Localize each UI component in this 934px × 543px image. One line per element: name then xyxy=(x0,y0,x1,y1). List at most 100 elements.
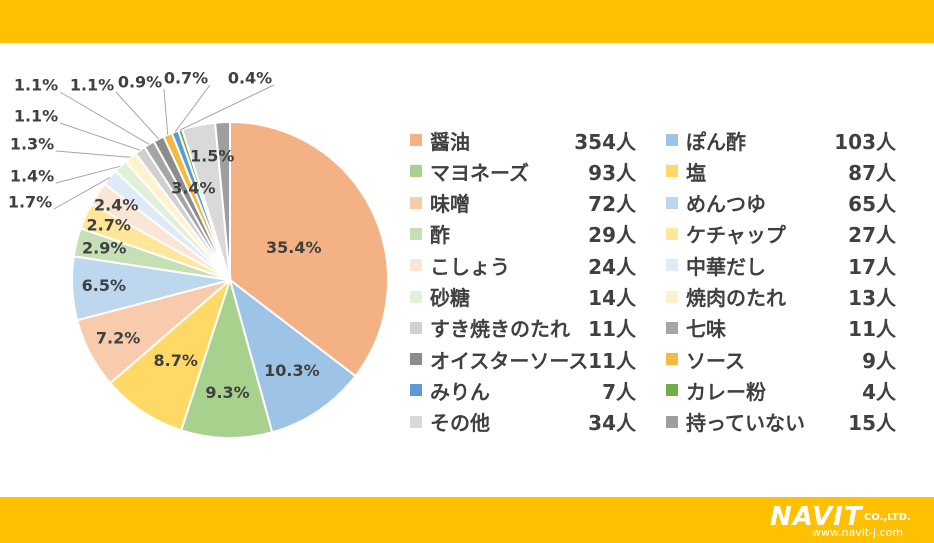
leader-line xyxy=(163,88,169,135)
leader-line xyxy=(55,165,121,184)
leader-line xyxy=(55,150,131,158)
pie-slice xyxy=(228,277,357,434)
legend-item: ケチャップ 27人 xyxy=(666,218,916,250)
legend-label: 中華だし xyxy=(686,254,766,279)
slice-label: 1.1% xyxy=(14,76,58,95)
legend-swatch xyxy=(666,196,678,209)
legend-label: 味噌 xyxy=(430,192,470,217)
legend-item: オイスターソース 11人 xyxy=(410,343,660,375)
legend-swatch xyxy=(410,227,422,240)
legend-count: 34人 xyxy=(588,411,636,436)
legend-item: カレー粉 4人 xyxy=(666,374,916,406)
legend-swatch xyxy=(666,165,678,178)
legend-count: 24人 xyxy=(588,254,636,279)
legend-swatch xyxy=(666,353,678,366)
slice-label: 0.9% xyxy=(118,73,162,92)
legend-count: 72人 xyxy=(588,192,636,217)
legend-label: オイスターソース xyxy=(430,348,589,373)
slice-label: 1.7% xyxy=(8,193,52,212)
legend-item: すき焼きのたれ 11人 xyxy=(410,312,660,344)
legend-label: こしょう xyxy=(430,254,510,279)
legend-item: 酢 29人 xyxy=(410,218,660,250)
legend-swatch xyxy=(666,415,678,428)
legend-label: めんつゆ xyxy=(686,192,766,217)
leader-line xyxy=(179,84,275,131)
legend-swatch xyxy=(666,384,678,397)
legend-swatch xyxy=(410,415,422,428)
legend-label: みりん xyxy=(430,379,490,404)
slice-label: 6.5% xyxy=(82,276,126,295)
top-band xyxy=(0,0,934,43)
slice-label: 3.4% xyxy=(171,179,215,198)
legend-item: めんつゆ 65人 xyxy=(666,187,916,219)
legend-count: 13人 xyxy=(848,286,896,310)
legend-label: 持っていない xyxy=(686,411,805,436)
legend-count: 15人 xyxy=(848,411,896,436)
legend-item: 味噌 72人 xyxy=(410,187,660,219)
legend-label: カレー粉 xyxy=(686,379,766,404)
slice-label: 2.7% xyxy=(87,216,131,235)
slice-label: 1.1% xyxy=(14,107,58,126)
legend-swatch xyxy=(666,290,678,303)
legend-swatch xyxy=(410,165,422,178)
legend-item: マヨネーズ 93人 xyxy=(410,155,660,187)
legend-item: みりん 7人 xyxy=(410,374,660,406)
legend-swatch xyxy=(410,384,422,397)
legend-count: 9人 xyxy=(862,348,896,373)
slice-label: 10.3% xyxy=(264,361,320,380)
legend-swatch xyxy=(666,134,678,146)
legend-item: 砂糖 14人 xyxy=(410,281,660,313)
legend-item: ぽん酢 103人 xyxy=(666,124,916,156)
legend-item: ソース 9人 xyxy=(666,343,916,375)
slice-label: 35.4% xyxy=(266,238,322,257)
legend-count: 29人 xyxy=(588,223,636,248)
slice-label: 0.4% xyxy=(228,69,272,88)
legend-count: 17人 xyxy=(848,254,896,279)
legend-label: 酢 xyxy=(430,223,450,248)
slice-label: 7.2% xyxy=(96,328,140,347)
legend-label: 塩 xyxy=(686,160,706,185)
leader-line xyxy=(115,91,160,140)
legend-label: その他 xyxy=(430,411,490,436)
pie-slice xyxy=(108,276,233,432)
slice-label: 2.4% xyxy=(94,195,138,214)
pie-chart: 35.4% 10.3% 9.3% 8.7% 7.2% 6.5% 2.9% 2.7% 2.4% 1.… xyxy=(8,69,389,439)
leader-line xyxy=(174,84,211,133)
legend-count: 7人 xyxy=(602,379,636,404)
legend-label: 七味 xyxy=(686,317,726,342)
legend-count: 103人 xyxy=(834,129,896,154)
leader-line xyxy=(59,122,141,151)
legend-count: 4人 xyxy=(862,379,896,404)
legend-count: 87人 xyxy=(848,160,896,185)
legend-item: こしょう 24人 xyxy=(410,249,660,281)
logo-text: NAVIT xyxy=(770,502,863,532)
legend-swatch xyxy=(410,353,422,366)
legend-swatch xyxy=(410,134,422,146)
legend-item: 持っていない 15人 xyxy=(666,406,916,438)
slice-label: 1.1% xyxy=(70,76,114,95)
legend-label: ケチャップ xyxy=(686,223,786,248)
legend-swatch xyxy=(410,321,422,334)
slice-label: 1.3% xyxy=(10,135,54,154)
legend-count: 354人 xyxy=(574,129,636,154)
legend-item: 中華だし 17人 xyxy=(666,249,916,281)
slice-label: 1.5% xyxy=(190,146,234,165)
legend-count: 11人 xyxy=(588,317,636,342)
legend-item: 七味 11人 xyxy=(666,312,916,344)
legend-item: 塩 87人 xyxy=(666,155,916,187)
legend-swatch xyxy=(410,196,422,209)
legend-count: 11人 xyxy=(848,317,896,342)
legend-swatch xyxy=(666,321,678,334)
legend-label: ぽん酢 xyxy=(686,129,746,154)
legend-count: 93人 xyxy=(588,160,636,185)
legend-label: 砂糖 xyxy=(430,286,470,310)
legend-label: すき焼きのたれ xyxy=(430,317,570,342)
legend-count: 65人 xyxy=(848,192,896,217)
slice-label: 1.4% xyxy=(10,167,54,186)
legend-item: その他 34人 xyxy=(410,406,660,438)
legend-count: 14人 xyxy=(588,286,636,310)
pie-slice xyxy=(214,120,231,281)
slice-label: 2.9% xyxy=(82,239,126,258)
pie-slice xyxy=(179,276,274,439)
legend-label: マヨネーズ xyxy=(430,160,529,185)
